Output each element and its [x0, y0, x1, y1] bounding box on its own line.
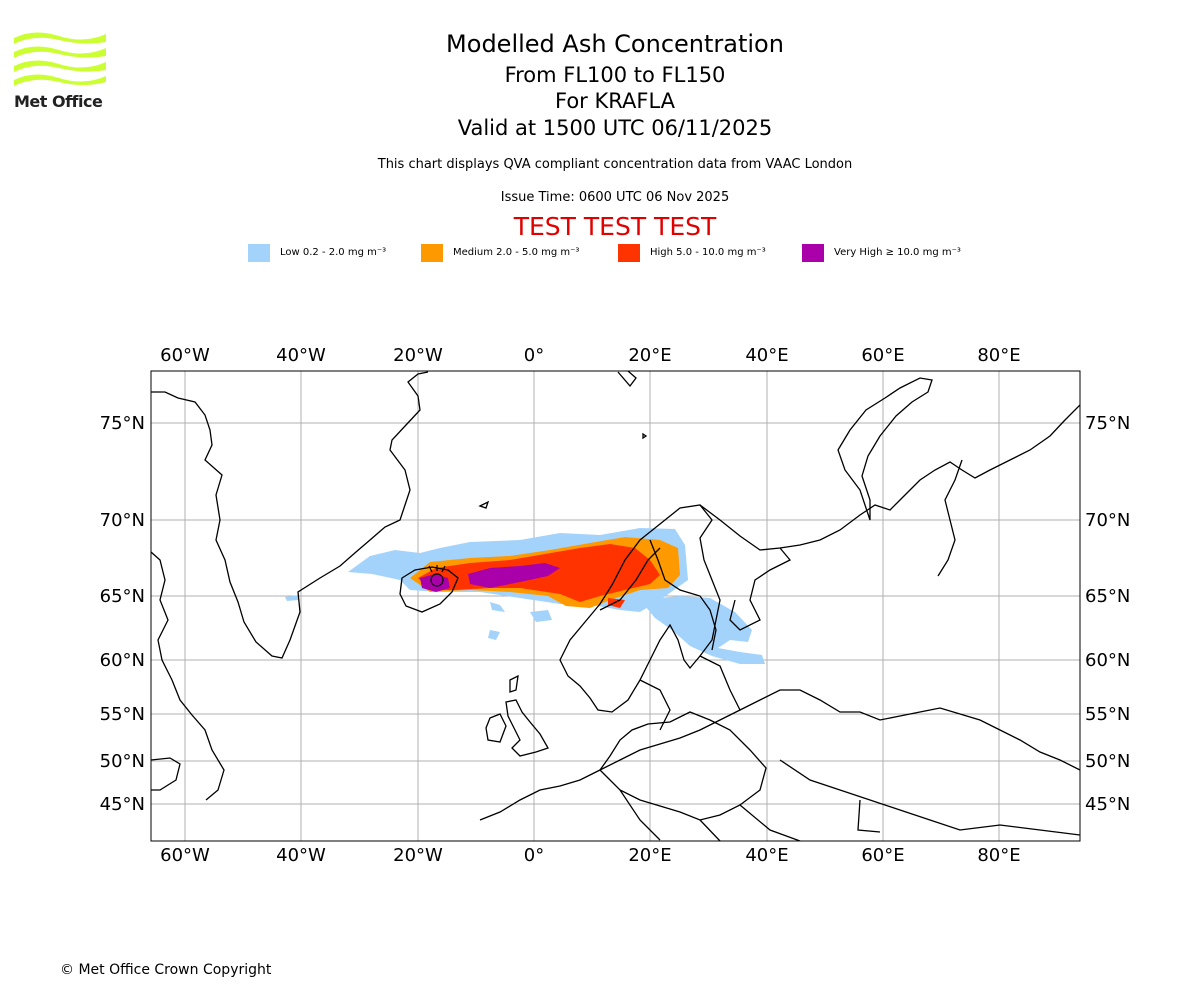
coastline-great-britain [505, 699, 549, 757]
chart-title: Modelled Ash Concentration [446, 30, 784, 58]
met-office-logo [14, 32, 106, 86]
lon-label-bottom: 0° [524, 845, 544, 866]
coastline-canada [151, 551, 225, 801]
lat-label-right: 45°N [1085, 794, 1130, 815]
lon-label-top: 60°W [160, 345, 210, 366]
logo-wordmark: Met Office [14, 92, 103, 111]
legend-swatch-low [248, 244, 270, 262]
coastline-novaya-zemlya [837, 377, 933, 521]
coastline-iceland [399, 566, 459, 613]
latitude-labels: 75°N 70°N 65°N 60°N 55°N 50°N 45°N 75°N … [100, 413, 1131, 815]
lat-label-left: 45°N [100, 794, 145, 815]
lat-label-right: 75°N [1085, 413, 1130, 434]
lon-label-bottom: 40°W [276, 845, 326, 866]
lat-label-left: 70°N [100, 510, 145, 531]
lat-label-left: 50°N [100, 751, 145, 772]
graticule [151, 371, 1080, 841]
coastline-europe [479, 689, 1080, 821]
coastline-russia-arctic [699, 404, 1080, 551]
legend-label-low: Low 0.2 - 2.0 mg m⁻³ [280, 247, 387, 258]
lat-label-right: 65°N [1085, 586, 1130, 607]
coastlines [151, 371, 1080, 841]
lat-label-left: 55°N [100, 704, 145, 725]
coastline-svalbard [617, 371, 637, 388]
volcano-name: For KRAFLA [555, 89, 675, 113]
legend-swatch-medium [421, 244, 443, 262]
legend-label-high: High 5.0 - 10.0 mg m⁻³ [650, 247, 766, 258]
lat-label-left: 65°N [100, 586, 145, 607]
valid-time: Valid at 1500 UTC 06/11/2025 [457, 116, 773, 140]
map-frame [150, 370, 1081, 842]
lat-label-left: 75°N [100, 413, 145, 434]
legend-swatch-high [618, 244, 640, 262]
lon-label-top: 0° [524, 345, 544, 366]
coastline-greenland [151, 371, 429, 659]
lat-label-right: 70°N [1085, 510, 1130, 531]
coastline-ireland [485, 713, 507, 743]
volcano-marker-icon [428, 565, 446, 587]
lat-label-right: 50°N [1085, 751, 1130, 772]
lon-label-bottom: 40°E [745, 845, 788, 866]
lon-label-bottom: 80°E [977, 845, 1020, 866]
lon-label-top: 60°E [861, 345, 904, 366]
lon-label-top: 40°E [745, 345, 788, 366]
lat-label-right: 55°N [1085, 704, 1130, 725]
lon-label-top: 20°W [393, 345, 443, 366]
longitude-labels: 60°W 40°W 20°W 0° 20°E 40°E 60°E 80°E 60… [160, 345, 1020, 866]
border-sweden-finland [649, 539, 717, 651]
lon-label-bottom: 60°E [861, 845, 904, 866]
lon-label-top: 20°E [628, 345, 671, 366]
issue-time: Issue Time: 0600 UTC 06 Nov 2025 [500, 190, 730, 205]
legend-label-very-high: Very High ≥ 10.0 mg m⁻³ [834, 247, 961, 258]
lon-label-bottom: 60°W [160, 845, 210, 866]
legend-swatch-very-high [802, 244, 824, 262]
test-banner: TEST TEST TEST [513, 212, 717, 241]
lon-label-bottom: 20°W [393, 845, 443, 866]
lat-label-left: 60°N [100, 650, 145, 671]
lon-label-top: 40°W [276, 345, 326, 366]
coastline-newfoundland [151, 757, 181, 791]
lon-label-top: 80°E [977, 345, 1020, 366]
compliance-note: This chart displays QVA compliant concen… [377, 157, 853, 172]
copyright-notice: © Met Office Crown Copyright [60, 962, 272, 978]
lat-label-right: 60°N [1085, 650, 1130, 671]
lon-label-bottom: 20°E [628, 845, 671, 866]
coastline-scandinavia [559, 504, 721, 713]
flight-level-range: From FL100 to FL150 [504, 63, 726, 87]
legend-label-medium: Medium 2.0 - 5.0 mg m⁻³ [453, 247, 580, 258]
